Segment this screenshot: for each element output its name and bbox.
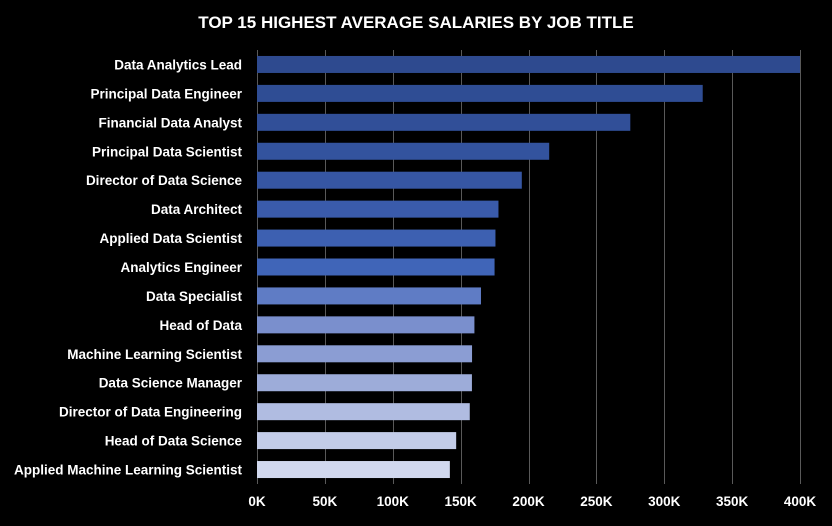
- bar: [257, 171, 522, 189]
- x-tick-label: 50K: [312, 494, 337, 509]
- bar: [257, 461, 450, 479]
- x-tick-label: 100K: [377, 494, 410, 509]
- bar: [257, 403, 470, 421]
- category-label: Applied Machine Learning Scientist: [14, 463, 243, 478]
- category-label: Principal Data Scientist: [92, 144, 243, 159]
- x-tick-label: 150K: [444, 494, 477, 509]
- category-label: Principal Data Engineer: [90, 86, 242, 101]
- x-axis-tick-labels: 0K 50K 100K 150K 200K 250K 300K 350K 400K: [248, 494, 816, 509]
- bar: [257, 432, 457, 450]
- category-label: Data Science Manager: [99, 376, 243, 391]
- chart-title: TOP 15 HIGHEST AVERAGE SALARIES BY JOB T…: [198, 13, 633, 32]
- bar: [257, 84, 703, 102]
- bar: [257, 316, 475, 334]
- category-label: Head of Data: [159, 318, 242, 333]
- category-label: Head of Data Science: [105, 434, 243, 449]
- category-label: Data Analytics Lead: [114, 57, 242, 72]
- bar: [257, 142, 550, 160]
- category-labels: Data Analytics Lead Principal Data Engine…: [14, 57, 243, 477]
- bars: [257, 55, 800, 479]
- bar: [257, 113, 631, 131]
- x-tick-label: 0K: [248, 494, 266, 509]
- bar: [257, 55, 800, 73]
- category-label: Data Specialist: [146, 289, 243, 304]
- category-label: Director of Data Engineering: [59, 405, 242, 420]
- bar: [257, 374, 472, 392]
- bar: [257, 287, 481, 305]
- x-tick-label: 250K: [580, 494, 613, 509]
- category-label: Analytics Engineer: [120, 260, 242, 275]
- x-tick-label: 350K: [716, 494, 749, 509]
- x-tick-label: 300K: [648, 494, 681, 509]
- bar: [257, 200, 499, 218]
- bar: [257, 258, 495, 276]
- bar: [257, 345, 473, 363]
- category-label: Financial Data Analyst: [98, 115, 242, 130]
- category-label: Machine Learning Scientist: [67, 347, 242, 362]
- x-tick-label: 200K: [512, 494, 545, 509]
- category-label: Applied Data Scientist: [99, 231, 242, 246]
- bar: [257, 229, 496, 247]
- category-label: Director of Data Science: [86, 173, 243, 188]
- x-tick-label: 400K: [784, 494, 817, 509]
- category-label: Data Architect: [151, 202, 243, 217]
